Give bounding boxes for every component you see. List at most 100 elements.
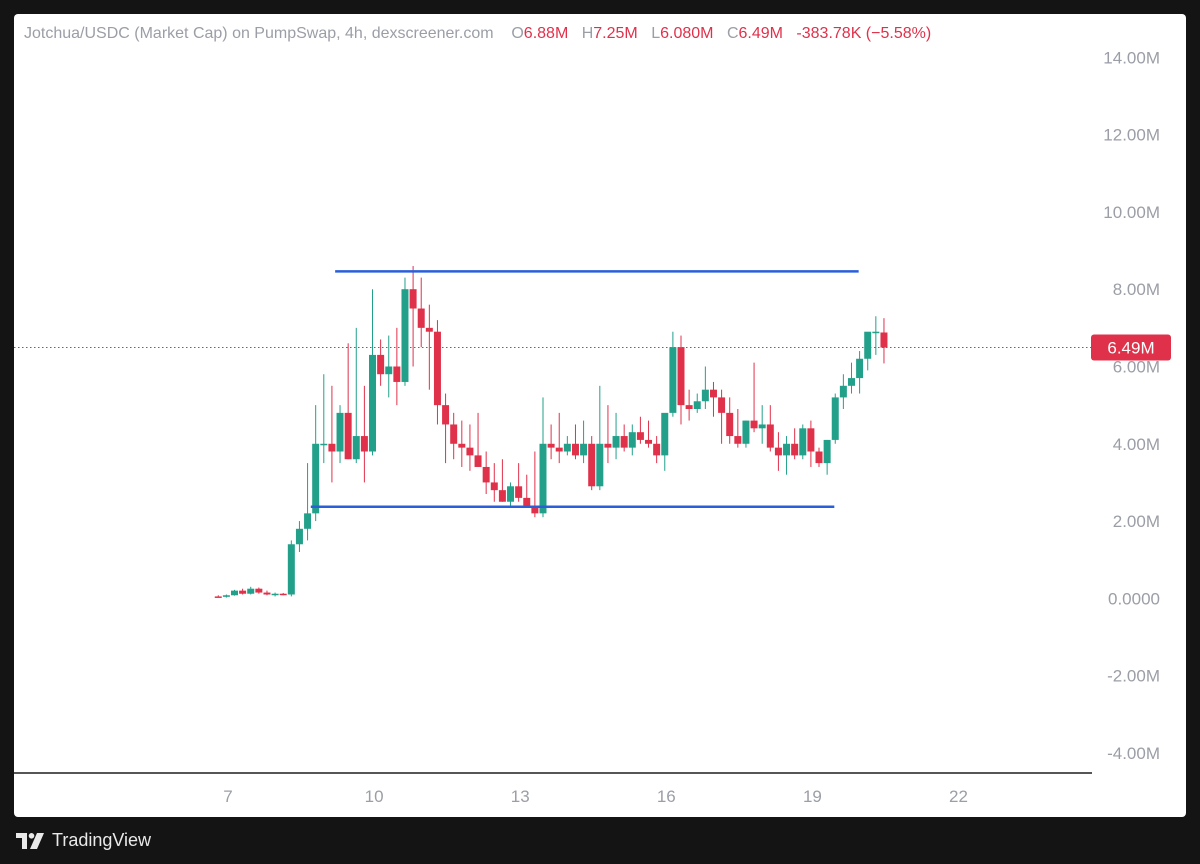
last-price-label: 6.49M [1107,339,1154,358]
last-price-badge [1091,334,1171,361]
candle-body [450,424,458,444]
footer: TradingView [16,830,151,851]
candle-body [880,332,888,348]
candlestick-chart[interactable]: 14.00M 12.00M 10.00M 8.00M 6.00M 4.00M 2.00M 0.… [14,14,1186,817]
candle-body [377,354,385,375]
candle-body [320,443,328,446]
candle-body [726,412,734,437]
candle-body [856,358,864,379]
candle-body [279,593,287,596]
open-value: 6.88M [523,25,569,42]
y-tick-label: -2.00M [1107,667,1160,686]
candle-body [669,347,677,413]
y-tick-label: 4.00M [1113,435,1160,454]
candle-body [693,401,701,409]
candle-body [466,447,474,456]
low-key: L [651,25,661,42]
candle-body [612,436,620,448]
candle-body [734,436,742,444]
candle-body [604,443,612,448]
candle-body [498,490,506,502]
candle-body [328,443,336,452]
candle-body [369,354,377,452]
x-tick-label: 13 [511,787,530,806]
high-key: H [581,25,594,42]
candle-body [344,412,352,460]
candle-body [507,486,515,502]
candle-body [230,590,238,596]
candle-body [474,455,482,467]
candle-body [239,590,247,594]
x-tick-label: 16 [657,787,676,806]
y-tick-label: 12.00M [1103,126,1160,145]
candle-body [515,486,523,498]
candle-body [547,443,555,448]
y-tick-label: 0.0000 [1108,589,1160,608]
candle-body [304,513,312,529]
candle-body [433,331,441,406]
candle-body [555,447,563,452]
chart-title: Jotchua/USDC (Market Cap) on PumpSwap, 4… [24,25,494,42]
high-value: 7.25M [593,25,638,42]
chart-panel: Jotchua/USDC (Market Cap) on PumpSwap, 4… [14,14,1186,817]
candle-body [701,389,709,402]
candle-body [645,439,653,444]
candle-body [312,443,320,514]
candle-body [263,592,271,595]
candle-body [490,482,498,491]
y-tick-label: 14.00M [1103,48,1160,67]
candle-body [872,331,880,334]
candle-body [255,588,263,593]
low-value: 6.080M [660,25,714,42]
candle-body [709,389,717,398]
candle-body [636,432,644,440]
candle-body [571,443,579,456]
candle-body [783,443,791,456]
candle-body [799,428,807,456]
change-value: -383.78K (−5.58%) [796,25,932,42]
candle-body [620,436,628,448]
candle-body [401,289,409,382]
candle-body [766,424,774,448]
candle-body [360,436,368,452]
candle-body [839,385,847,398]
candle-body [588,443,596,487]
candle-body [336,412,344,452]
candle-body [718,397,726,413]
candle-body [385,366,393,375]
candle-body [442,405,450,425]
close-key: C [726,25,739,42]
candle-body [864,331,872,359]
candle-body [409,289,417,309]
candle-body [677,347,685,406]
y-tick-label: 10.00M [1103,203,1160,222]
candle-body [596,443,604,487]
tradingview-logo-icon [16,832,44,849]
candle-body [425,327,433,332]
candle-body [774,447,782,456]
chart-legend: Jotchua/USDC (Market Cap) on PumpSwap, 4… [24,25,931,43]
y-tick-label: 8.00M [1113,280,1160,299]
candle-body [417,308,425,328]
x-tick-label: 19 [803,787,822,806]
open-key: O [511,25,524,42]
candle-body [247,588,255,594]
candle-body [295,528,303,545]
candle-body [352,436,360,460]
candle-body [287,544,295,595]
y-tick-label: 2.00M [1113,512,1160,531]
candle-body [523,497,531,506]
y-tick-label: 6.00M [1113,357,1160,376]
candle-body [807,428,815,452]
candle-body [758,424,766,429]
candle-body [628,432,636,448]
candle-body [823,439,831,464]
candle-body [685,405,693,409]
candle-body [222,595,230,597]
candle-body [815,451,823,464]
candle-body [661,412,669,456]
candle-body [847,378,855,386]
candle-body [580,443,588,456]
candle-body [539,443,547,514]
